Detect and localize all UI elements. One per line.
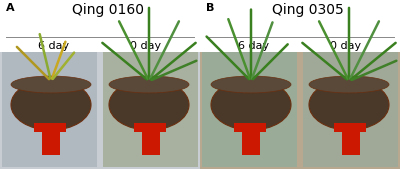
Ellipse shape <box>309 76 389 93</box>
Ellipse shape <box>109 76 189 93</box>
Ellipse shape <box>211 76 291 93</box>
Ellipse shape <box>211 79 291 130</box>
Bar <box>334 123 366 132</box>
Bar <box>34 123 66 132</box>
Bar <box>42 128 60 155</box>
Ellipse shape <box>309 79 389 130</box>
Ellipse shape <box>11 79 91 130</box>
Bar <box>234 123 266 132</box>
Bar <box>342 128 360 155</box>
Ellipse shape <box>109 79 189 130</box>
Text: B: B <box>206 3 214 13</box>
Text: Qing 0160: Qing 0160 <box>72 3 144 17</box>
Bar <box>242 128 260 155</box>
Text: 0 day: 0 day <box>330 41 362 51</box>
Bar <box>200 52 400 169</box>
Bar <box>134 123 166 132</box>
Bar <box>2 52 97 167</box>
Bar <box>200 0 400 52</box>
Text: A: A <box>6 3 15 13</box>
Bar <box>103 52 198 167</box>
Text: 6 day: 6 day <box>38 41 70 51</box>
Bar <box>202 52 297 167</box>
Bar <box>0 52 200 169</box>
Ellipse shape <box>11 76 91 93</box>
Bar <box>303 52 398 167</box>
Text: 6 day: 6 day <box>238 41 270 51</box>
Text: Qing 0305: Qing 0305 <box>272 3 344 17</box>
Text: 0 day: 0 day <box>130 41 162 51</box>
Bar <box>142 128 160 155</box>
Bar <box>0 0 200 52</box>
